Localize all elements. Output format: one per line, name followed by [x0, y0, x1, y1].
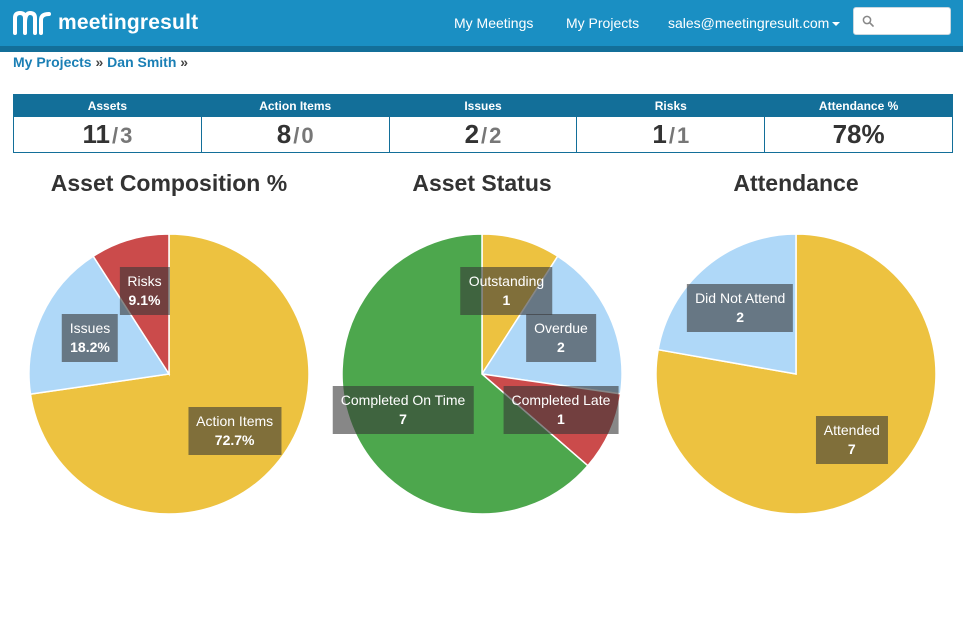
slice-label-attended: Attended 7: [815, 416, 888, 465]
slice-label-value: 2: [557, 338, 565, 355]
stat-value: 1/1: [577, 117, 764, 152]
stat-main: 78%: [832, 119, 885, 149]
pie-chart-asset-composition: Action Items 72.7% Issues 18.2% Risks 9.1%: [27, 232, 311, 516]
slice-label-completed-on-time: Completed On Time 7: [332, 386, 474, 435]
breadcrumb-separator: »: [180, 54, 189, 70]
pie-chart-attendance: Attended 7 Did Not Attend 2: [654, 232, 938, 516]
top-navbar: meetingresult My Meetings My Projects sa…: [0, 0, 963, 52]
breadcrumb-dan-smith[interactable]: Dan Smith: [107, 54, 177, 70]
slice-label-completed-late: Completed Late 1: [503, 386, 619, 435]
nav-my-meetings[interactable]: My Meetings: [454, 15, 534, 31]
slice-label-outstanding: Outstanding 1: [460, 266, 553, 315]
chart-title-asset-composition: Asset Composition %: [50, 170, 288, 196]
stat-slash: /: [668, 123, 675, 148]
slice-label-value: 2: [736, 308, 745, 325]
stat-label: Issues: [389, 95, 577, 117]
logo-text: meetingresult: [58, 11, 199, 34]
account-dropdown[interactable]: sales@meetingresult.com: [668, 0, 841, 46]
pie-svg: [655, 233, 937, 515]
stat-label: Action Items: [201, 95, 389, 117]
slice-label-name: Attended: [823, 422, 880, 439]
slice-label-value: 9.1%: [128, 291, 161, 308]
slice-label-name: Issues: [69, 320, 111, 337]
stat-slash: /: [293, 123, 300, 148]
stat-sub: 3: [120, 123, 133, 148]
breadcrumb: My Projects » Dan Smith »: [13, 54, 188, 70]
caret-down-icon: [832, 22, 841, 27]
stat-risks: Risks 1/1: [577, 95, 766, 152]
pie-chart-asset-status: Outstanding 1 Overdue 2 Completed Late 1 Compl…: [332, 232, 624, 516]
slice-label-name: Did Not Attend: [695, 289, 786, 306]
stat-value: 8/0: [202, 117, 389, 152]
slice-label-value: 18.2%: [70, 339, 110, 356]
slice-label-issues: Issues 18.2%: [61, 314, 119, 363]
breadcrumb-separator: »: [95, 54, 104, 70]
account-email: sales@meetingresult.com: [668, 15, 830, 31]
stat-main: 2: [464, 119, 480, 149]
slice-label-did-not-attend: Did Not Attend 2: [687, 283, 794, 332]
chart-title-attendance: Attendance: [733, 170, 859, 196]
slice-label-value: 7: [847, 441, 856, 458]
slice-label-name: Overdue: [534, 319, 588, 336]
slice-label-name: Completed On Time: [340, 392, 466, 409]
slice-label-name: Risks: [127, 272, 162, 289]
stat-assets: Assets 11/3: [14, 95, 202, 152]
slice-label-action-items: Action Items 72.7%: [188, 406, 282, 455]
stat-sub: 1: [676, 123, 690, 148]
stat-main: 8: [276, 119, 292, 149]
logo-icon: [13, 11, 51, 35]
stat-value: 78%: [765, 117, 952, 152]
slice-label-name: Outstanding: [468, 272, 545, 289]
slice-label-value: 1: [502, 291, 511, 308]
search-icon: [862, 15, 874, 27]
breadcrumb-my-projects[interactable]: My Projects: [13, 54, 92, 70]
stat-label: Assets: [14, 95, 201, 117]
slice-label-name: Action Items: [196, 412, 274, 429]
stat-slash: /: [481, 123, 488, 148]
stat-value: 2/2: [390, 117, 577, 152]
slice-label-value: 72.7%: [214, 431, 255, 448]
stat-label: Attendance %: [765, 95, 952, 117]
stat-slash: /: [111, 123, 119, 148]
stat-attendance: Attendance % 78%: [765, 95, 952, 152]
nav-my-projects[interactable]: My Projects: [566, 15, 640, 31]
stat-main: 1: [652, 119, 667, 149]
slice-label-name: Completed Late: [511, 392, 611, 409]
search-input[interactable]: [878, 11, 950, 33]
stat-sub: 0: [301, 123, 314, 148]
chart-title-asset-status: Asset Status: [412, 170, 552, 196]
slice-label-risks: Risks 9.1%: [119, 266, 170, 315]
slice-label-overdue: Overdue 2: [526, 313, 596, 362]
stat-sub: 2: [489, 123, 502, 148]
logo[interactable]: meetingresult: [12, 9, 198, 37]
stat-label: Risks: [577, 95, 765, 117]
slice-label-value: 7: [399, 411, 407, 428]
stat-issues: Issues 2/2: [389, 95, 578, 152]
stat-action-items: Action Items 8/0: [201, 95, 390, 152]
stat-value: 11/3: [14, 117, 201, 152]
slice-label-value: 1: [557, 411, 565, 428]
summary-stats: Assets 11/3 Action Items 8/0 Issues 2/2 …: [13, 94, 953, 153]
stat-main: 11: [82, 119, 110, 149]
search-box[interactable]: [853, 7, 951, 35]
